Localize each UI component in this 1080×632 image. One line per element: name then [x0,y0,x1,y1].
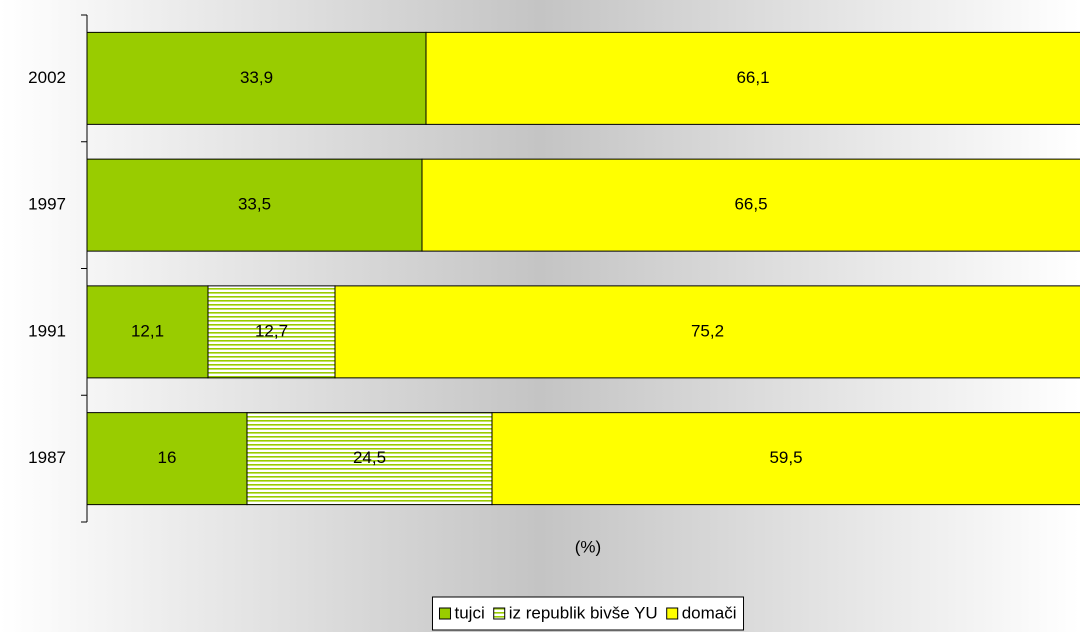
y-tick-label: 1987 [28,448,66,467]
data-label: 16 [158,448,177,467]
bar-segment [207,285,336,379]
y-tick-label: 1991 [28,321,66,340]
x-axis-label: (%) [575,537,601,556]
legend-label: iz republik bivše YU [509,603,658,622]
bar-segment [86,285,209,379]
bar-segment [86,412,248,506]
legend-swatch [493,607,506,620]
data-label: 66,1 [736,68,769,87]
bar-segment [421,158,1080,252]
data-label: 12,7 [255,321,288,340]
data-label: 33,9 [240,68,273,87]
legend-label: domači [682,603,737,622]
data-label: 12,1 [131,321,164,340]
data-label: 24,5 [353,448,386,467]
data-label: 59,5 [769,448,802,467]
data-label: 33,5 [238,195,271,214]
bar-segment [334,285,1080,379]
legend-swatch [438,607,451,620]
legend-label: tujci [454,603,484,622]
y-tick-label: 2002 [28,68,66,87]
data-label: 75,2 [691,321,724,340]
data-label: 66,5 [734,195,767,214]
legend: tujci iz republik bivše YU domači [431,596,745,631]
bar-segment [425,31,1080,125]
y-tick-label: 1997 [28,195,66,214]
legend-box [431,596,745,631]
bar-segment [86,158,423,252]
bar-segment [246,412,493,506]
bar-segment [491,412,1080,506]
legend-swatch [666,607,679,620]
